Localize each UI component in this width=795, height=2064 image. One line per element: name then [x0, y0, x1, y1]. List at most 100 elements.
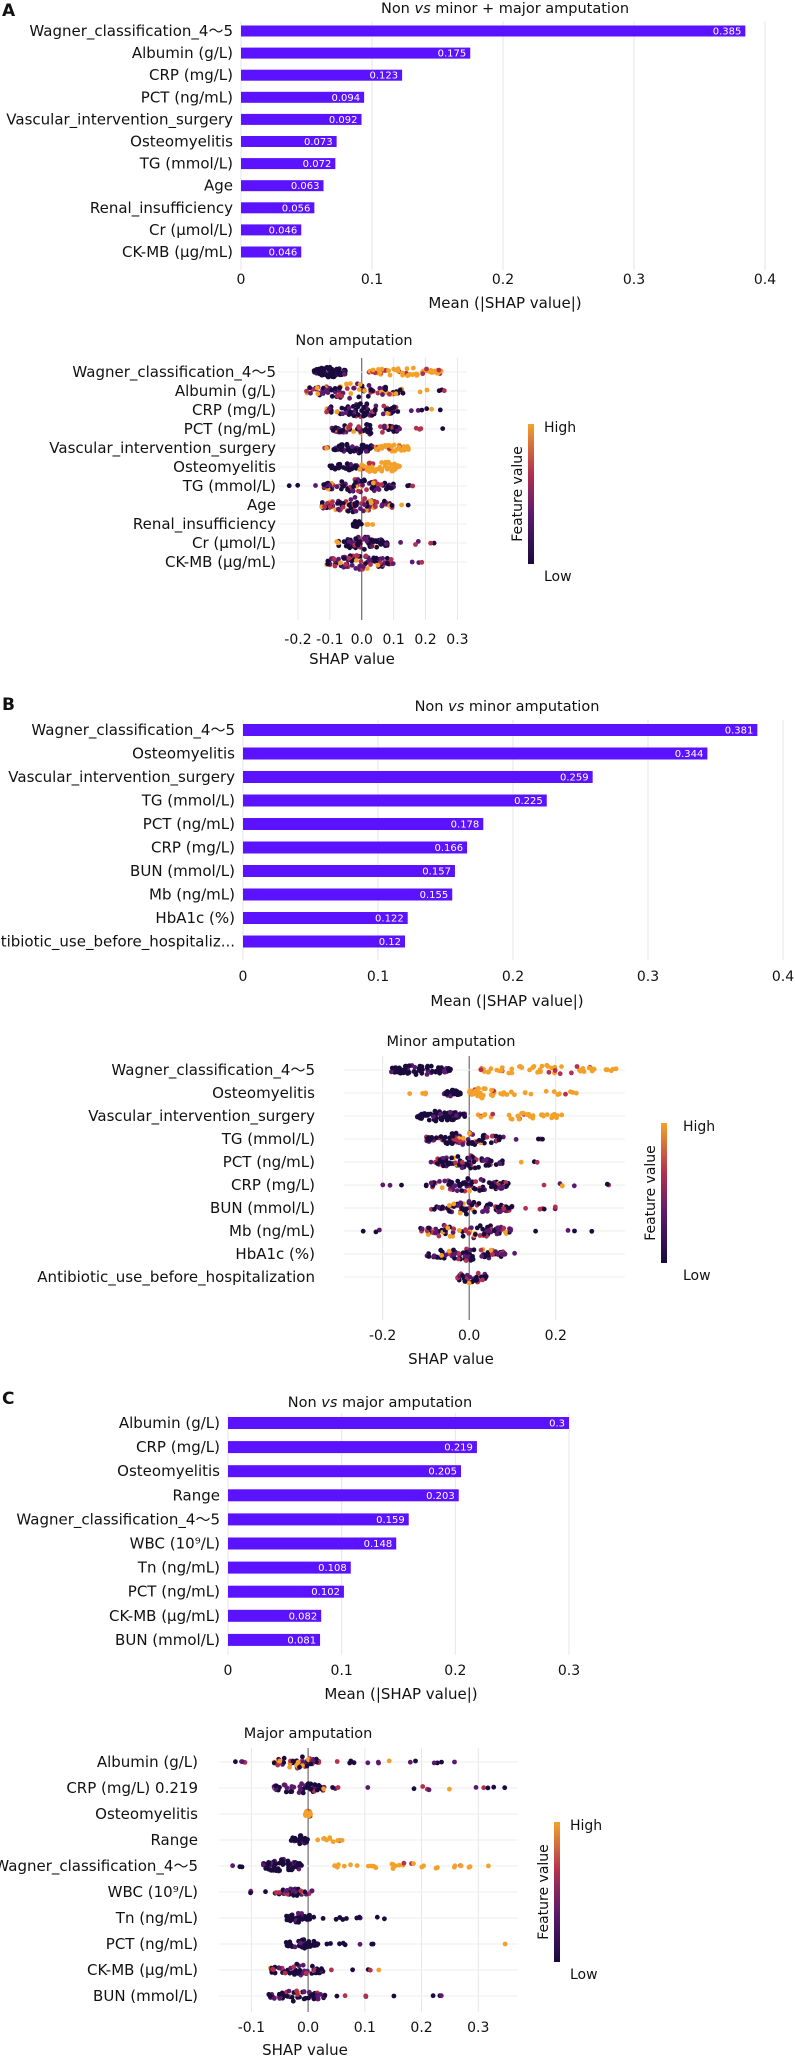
beeswarm-a-xlabel: SHAP value	[309, 650, 395, 668]
shap-dot	[275, 1762, 281, 1768]
shap-dot	[321, 1836, 326, 1842]
shap-dot	[374, 544, 380, 550]
shap-dot	[373, 403, 379, 409]
category-label: PCT (ng/mL)	[141, 88, 233, 106]
shap-dot	[426, 1225, 432, 1231]
shap-dot	[325, 561, 331, 567]
shap-dot	[428, 1180, 434, 1186]
shap-dot	[472, 1209, 477, 1215]
shap-dot	[455, 1178, 461, 1184]
shap-dot	[360, 1228, 366, 1234]
shap-dot	[324, 501, 330, 506]
shap-dot	[467, 1274, 473, 1280]
shap-dot	[537, 1206, 543, 1212]
colorbar-b: High Low Feature value	[643, 1119, 715, 1284]
shap-dot	[438, 1993, 444, 1999]
category-label: Mb (ng/mL)	[149, 886, 235, 904]
shap-dot	[286, 1988, 292, 1994]
shap-dot	[424, 387, 430, 393]
shap-dot	[273, 1861, 278, 1867]
shap-dot	[348, 497, 354, 502]
category-label: Albumin (g/L)	[119, 1414, 220, 1432]
shap-dot	[248, 1890, 253, 1896]
shap-dot	[559, 1183, 565, 1189]
category-label: PCT (ng/mL)	[143, 815, 235, 833]
feature-label: Renal_insufficiency	[133, 515, 276, 534]
category-label: WBC (10⁹/L)	[130, 1535, 220, 1553]
shap-dot	[433, 1118, 439, 1124]
category-label: Osteomyelitis	[132, 745, 235, 763]
bar-value-label: 0.381	[725, 726, 754, 737]
shap-dot	[433, 1069, 439, 1075]
shap-dot	[433, 1230, 438, 1236]
shap-dot	[356, 425, 362, 431]
shap-dot	[400, 370, 405, 376]
shap-dot	[366, 383, 372, 388]
shap-dot	[365, 429, 370, 435]
shap-dot	[431, 1206, 437, 1212]
feature-label: Wagner_classification_4～5	[72, 363, 276, 382]
bar-value-label: 0.108	[318, 1563, 347, 1574]
shap-dot	[541, 1206, 547, 1212]
shap-dot	[485, 1069, 491, 1075]
shap-dot	[453, 1137, 459, 1143]
shap-dot	[356, 488, 361, 494]
shap-dot	[452, 1759, 457, 1765]
shap-dot	[488, 1184, 494, 1190]
shap-dot	[486, 1252, 492, 1258]
bar-chart-c: 0 0.1 0.2 0.3 0.3 Albumin (g/L) 0.219 CRP (mg/L…	[16, 1413, 580, 1679]
shap-dot	[425, 1112, 431, 1118]
shap-dot	[519, 1065, 525, 1070]
shap-dot	[439, 1185, 445, 1191]
feature-label: Range	[150, 1831, 198, 1849]
shap-dot	[282, 1970, 288, 1976]
shap-dot	[349, 562, 355, 568]
shap-dot	[329, 1967, 334, 1973]
shap-dot	[343, 410, 349, 416]
shap-dot	[297, 1833, 303, 1839]
shap-dot	[339, 479, 345, 484]
shap-dot	[451, 1226, 457, 1232]
shap-dot	[471, 1091, 476, 1097]
shap-dot	[345, 447, 350, 453]
feature-label: TG (mmol/L)	[221, 1130, 315, 1148]
shap-dot	[502, 1941, 508, 1947]
shap-dot	[544, 1112, 550, 1117]
shap-dot	[490, 1111, 496, 1117]
shap-dot	[447, 1208, 452, 1214]
feature-label: Age	[247, 496, 276, 514]
colorbar-b-low: Low	[683, 1268, 711, 1284]
bar-value-label: 0.046	[269, 248, 298, 259]
bar-value-label: 0.081	[287, 1635, 316, 1646]
shap-dot	[379, 538, 385, 544]
bar	[228, 1489, 459, 1502]
colorbar-a-low: Low	[544, 569, 572, 585]
shap-dot	[360, 508, 366, 514]
bar-value-label: 0.072	[303, 159, 332, 170]
shap-dot	[277, 1758, 283, 1764]
feature-label: Antibiotic_use_before_hospitalization	[37, 1268, 315, 1287]
shap-dot	[333, 1916, 339, 1922]
shap-dot	[375, 481, 381, 487]
shap-dot	[442, 1069, 448, 1075]
category-label: CRP (mg/L)	[136, 1438, 220, 1456]
shap-dot	[329, 387, 335, 393]
shap-dot	[468, 1226, 473, 1231]
shap-dot	[290, 1998, 296, 2004]
shap-dot	[325, 374, 331, 380]
shap-dot	[559, 1112, 565, 1118]
category-label: CRP (mg/L)	[151, 839, 235, 857]
shap-dot	[491, 1784, 497, 1790]
shap-dot	[458, 1863, 464, 1869]
bar-value-label: 0.175	[438, 49, 467, 60]
shap-dot	[347, 545, 353, 551]
shap-dot	[330, 1839, 336, 1845]
feature-label: Mb (ng/mL)	[229, 1222, 315, 1240]
shap-dot	[535, 1069, 540, 1075]
shap-dot	[493, 1162, 499, 1167]
shap-dot	[357, 563, 363, 569]
colorbar-b-high: High	[683, 1119, 715, 1135]
shap-dot	[341, 539, 347, 545]
shap-dot	[429, 406, 434, 412]
shap-dot	[565, 1228, 571, 1233]
